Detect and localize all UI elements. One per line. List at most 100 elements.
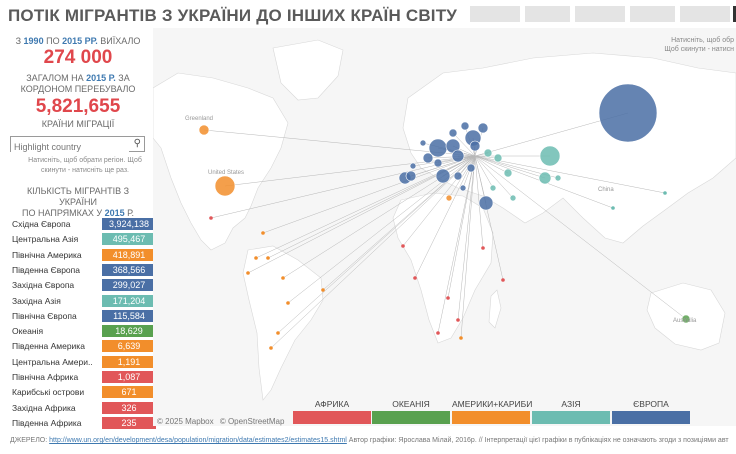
country-dot[interactable] [276, 331, 280, 335]
flow-line [412, 155, 476, 167]
flow-line [210, 155, 476, 219]
country-bubble[interactable] [489, 184, 497, 192]
legend-item[interactable]: АФРИКА [293, 398, 371, 424]
country-bubble[interactable] [598, 83, 658, 143]
country-bubble[interactable] [459, 184, 467, 192]
list-item[interactable]: Південна Африка 235 [12, 416, 156, 429]
country-bubble[interactable] [483, 148, 493, 158]
list-item-value: 418,891 [102, 248, 156, 261]
toolbar-button-3[interactable] [575, 6, 625, 22]
legend-swatch [372, 411, 450, 424]
toolbar-button-4[interactable] [630, 6, 675, 22]
country-dot[interactable] [266, 256, 270, 260]
list-item[interactable]: Південна Америка 6,639 [12, 340, 156, 353]
highlight-country-search[interactable]: ⚲ [10, 136, 145, 154]
country-dot[interactable] [413, 276, 417, 280]
country-bubble[interactable] [539, 145, 561, 167]
country-bubble[interactable] [509, 194, 517, 202]
flow-line [410, 155, 476, 177]
country-bubble[interactable] [681, 314, 691, 324]
country-dot[interactable] [456, 318, 460, 322]
toolbar-button-1[interactable] [470, 6, 520, 22]
flow-line [224, 155, 476, 187]
legend-item[interactable]: ЄВРОПА [612, 398, 690, 424]
country-dot[interactable] [254, 256, 258, 260]
source-link[interactable]: http://www.un.org/en/development/desa/po… [49, 437, 347, 444]
country-dot[interactable] [663, 191, 667, 195]
list-item[interactable]: Карибські острови 671 [12, 386, 156, 399]
list-item[interactable]: Північна Європа 115,584 [12, 309, 156, 322]
list-item[interactable]: Східна Європа 3,924,138 [12, 218, 156, 230]
country-bubble[interactable] [469, 140, 481, 152]
country-bubble[interactable] [493, 153, 503, 163]
country-dot[interactable] [446, 296, 450, 300]
country-dot[interactable] [481, 246, 485, 250]
country-bubble[interactable] [453, 171, 463, 181]
world-map[interactable]: Greenland United States China Australia [153, 28, 736, 426]
search-input[interactable] [11, 140, 129, 154]
country-bubble[interactable] [466, 163, 476, 173]
list-item[interactable]: Південна Європа 368,566 [12, 263, 156, 276]
mapbox-credit[interactable]: © 2025 Mapbox [157, 417, 214, 426]
flow-line [270, 155, 476, 349]
country-bubble[interactable] [503, 168, 513, 178]
country-bubble[interactable] [419, 139, 427, 147]
legend-label: АФРИКА [314, 399, 350, 409]
legend-item[interactable]: АЗІЯ [532, 398, 610, 424]
country-bubble[interactable] [478, 195, 494, 211]
legend-item[interactable]: АМЕРИКИ+КАРИБИ [452, 398, 532, 424]
list-item[interactable]: Північна Африка 1,087 [12, 371, 156, 383]
list-item[interactable]: Західна Європа 299,027 [12, 279, 156, 292]
country-bubble[interactable] [405, 170, 417, 182]
country-bubble[interactable] [435, 168, 451, 184]
summary-total-line: ЗАГАЛОМ НА 2015 Р. ЗА [8, 73, 148, 84]
country-dot[interactable] [286, 301, 290, 305]
list-item[interactable]: Північна Америка 418,891 [12, 248, 156, 261]
list-item[interactable]: Океанія 18,629 [12, 325, 156, 338]
list-item-label: Західна Африка [12, 402, 76, 413]
country-bubble[interactable] [477, 122, 489, 134]
legend-swatch [612, 411, 690, 424]
map-view[interactable]: Greenland United States China Australia … [153, 28, 736, 426]
country-dot[interactable] [401, 244, 405, 248]
list-item-label: Центральна Амери.. [12, 356, 93, 367]
country-dot[interactable] [246, 271, 250, 275]
country-dot[interactable] [611, 206, 615, 210]
legend-swatch [293, 411, 371, 424]
search-icon[interactable]: ⚲ [133, 138, 141, 149]
list-item[interactable]: Західна Африка 326 [12, 401, 156, 414]
country-dot[interactable] [261, 231, 265, 235]
country-bubble[interactable] [433, 158, 443, 168]
country-bubble[interactable] [451, 149, 465, 163]
legend-label: АЗІЯ [561, 399, 581, 409]
country-bubble[interactable] [198, 124, 210, 136]
country-dot[interactable] [436, 331, 440, 335]
toolbar-button-2[interactable] [525, 6, 570, 22]
osm-credit[interactable]: © OpenStreetMap [219, 417, 285, 426]
toolbar-button-5[interactable] [680, 6, 730, 22]
madagascar-shape [488, 289, 502, 329]
flow-line [474, 155, 666, 194]
country-bubble[interactable] [422, 152, 434, 164]
country-dot[interactable] [321, 288, 325, 292]
list-item-label: Карибські острови [12, 387, 85, 398]
flow-line [457, 155, 476, 321]
country-bubble[interactable] [538, 171, 552, 185]
country-bubble[interactable] [214, 175, 236, 197]
list-item-label: Північна Європа [12, 310, 77, 321]
list-item-label: Західна Європа [12, 280, 75, 291]
list-item[interactable]: Центральна Амери.. 1,191 [12, 355, 156, 368]
country-bubble[interactable] [554, 174, 562, 182]
country-bubble[interactable] [409, 162, 417, 170]
country-bubble[interactable] [448, 128, 458, 138]
list-item[interactable]: Центральна Азія 495,467 [12, 233, 156, 246]
country-bubble[interactable] [445, 194, 453, 202]
country-dot[interactable] [209, 216, 213, 220]
country-dot[interactable] [281, 276, 285, 280]
legend-item[interactable]: ОКЕАНІЯ [372, 398, 450, 424]
country-dot[interactable] [459, 336, 463, 340]
list-item[interactable]: Західна Азія 171,204 [12, 294, 156, 307]
country-dot[interactable] [269, 346, 273, 350]
country-dot[interactable] [501, 278, 505, 282]
country-bubble[interactable] [460, 121, 470, 131]
